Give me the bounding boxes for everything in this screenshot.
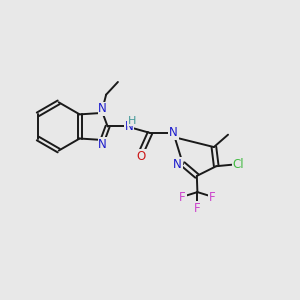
Text: N: N [98, 102, 107, 115]
Text: N: N [98, 138, 107, 151]
Text: F: F [209, 191, 215, 204]
Text: F: F [194, 202, 201, 215]
Text: O: O [136, 150, 146, 163]
Text: N: N [169, 126, 178, 139]
Text: N: N [173, 158, 182, 171]
Text: Cl: Cl [233, 158, 244, 171]
Text: N: N [124, 120, 133, 133]
Text: F: F [179, 191, 186, 204]
Text: H: H [128, 116, 136, 126]
